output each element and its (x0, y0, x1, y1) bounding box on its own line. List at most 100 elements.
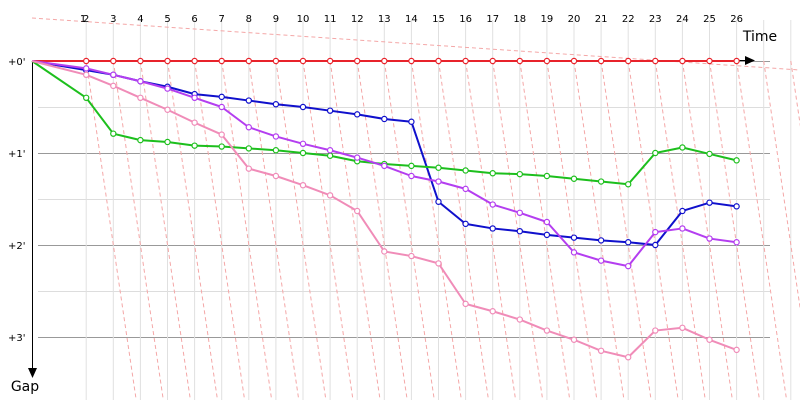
guide-line-dashed (356, 60, 408, 400)
guide-line-dashed (31, 17, 800, 71)
series-line-green (31, 60, 737, 186)
data-point-red (137, 57, 144, 65)
data-point-red (543, 57, 551, 65)
data-point-red (489, 57, 496, 65)
data-point-green (191, 142, 198, 149)
x-tick-label: 20 (568, 14, 581, 25)
data-point-blue (625, 239, 632, 246)
data-point-green (299, 149, 307, 157)
guide-line-dashed (329, 60, 381, 400)
y-tick-label: +1' (8, 149, 26, 160)
data-point-purple (164, 85, 171, 92)
y-axis-arrow-icon (28, 368, 37, 378)
x-tick-label: 9 (273, 14, 279, 25)
data-point-green (137, 136, 144, 144)
guide-line-dashed (600, 60, 652, 400)
data-point-green (408, 162, 415, 170)
x-tick-label: 17 (486, 14, 499, 25)
data-point-blue (381, 115, 388, 123)
data-point-pink (706, 336, 713, 343)
data-point-pink (272, 172, 280, 180)
x-tick-label: 1 (80, 14, 86, 25)
data-point-pink (516, 316, 524, 323)
data-point-pink (462, 300, 469, 308)
data-point-purple (354, 154, 361, 161)
data-point-pink (597, 347, 605, 354)
data-point-green (82, 94, 90, 102)
data-point-blue (652, 241, 659, 249)
guide-line-dashed (410, 60, 462, 400)
data-point-red (272, 57, 280, 65)
guide-line-dashed (275, 60, 327, 400)
data-point-green (462, 167, 469, 174)
data-point-purple (706, 235, 713, 242)
guide-line-dashed (221, 60, 273, 400)
data-point-red (354, 57, 361, 65)
data-point-purple (625, 262, 632, 270)
data-point-blue (570, 234, 578, 241)
data-point-red (570, 57, 578, 65)
x-tick-label: 25 (703, 14, 716, 25)
data-point-blue (489, 225, 496, 232)
data-point-pink (137, 94, 144, 102)
data-point-green (164, 138, 171, 146)
data-point-purple (652, 228, 659, 236)
y-tick-label: +3' (8, 333, 26, 344)
data-point-pink (191, 119, 198, 126)
data-point-pink (164, 106, 171, 113)
data-point-pink (82, 71, 90, 79)
data-point-pink (381, 248, 388, 255)
data-point-pink (625, 354, 632, 361)
guide-line-dashed (681, 60, 733, 400)
guide-line-dashed (573, 60, 625, 400)
x-tick-label: 10 (297, 14, 310, 25)
data-point-blue (706, 199, 713, 206)
x-tick-label: 6 (191, 14, 197, 25)
data-point-pink (218, 131, 225, 138)
guide-line-dashed (302, 60, 354, 400)
data-point-red (516, 57, 524, 65)
x-tick-label: 2 (83, 14, 89, 25)
data-point-blue (462, 220, 469, 228)
data-point-purple (570, 249, 578, 256)
guide-line-dashed (112, 60, 164, 400)
x-tick-label: 4 (137, 14, 143, 25)
series-layer (31, 57, 740, 361)
data-point-blue (218, 93, 225, 101)
data-point-red (679, 57, 686, 65)
x-tick-label: 12 (351, 14, 364, 25)
data-point-purple (110, 71, 117, 79)
data-point-purple (299, 140, 307, 147)
data-point-pink (570, 336, 578, 343)
data-point-blue (435, 198, 442, 205)
x-tick-label: 11 (324, 14, 337, 25)
data-point-red (462, 57, 469, 65)
data-point-blue (408, 118, 415, 125)
data-point-pink (435, 260, 442, 267)
data-point-pink (299, 181, 307, 189)
data-point-red (625, 57, 632, 65)
x-axis-title: Time (742, 29, 777, 45)
series-green (31, 60, 740, 188)
data-point-pink (354, 207, 361, 215)
data-point-purple (733, 239, 740, 246)
series-red (32, 57, 740, 65)
data-point-red (597, 57, 605, 65)
data-point-blue (245, 97, 252, 104)
x-tick-label: 23 (649, 14, 662, 25)
data-point-green (706, 150, 713, 158)
data-point-green (652, 149, 659, 157)
data-point-pink (652, 327, 659, 334)
data-point-green (543, 172, 551, 180)
data-point-blue (516, 227, 524, 235)
data-point-purple (137, 78, 144, 85)
data-point-blue (679, 207, 686, 215)
data-point-green (570, 175, 578, 182)
data-point-purple (597, 257, 605, 264)
data-point-red (82, 57, 90, 65)
guide-line-dashed (519, 60, 571, 400)
data-point-pink (679, 324, 686, 331)
data-point-red (110, 57, 117, 65)
guide-line-dashed (736, 60, 788, 400)
